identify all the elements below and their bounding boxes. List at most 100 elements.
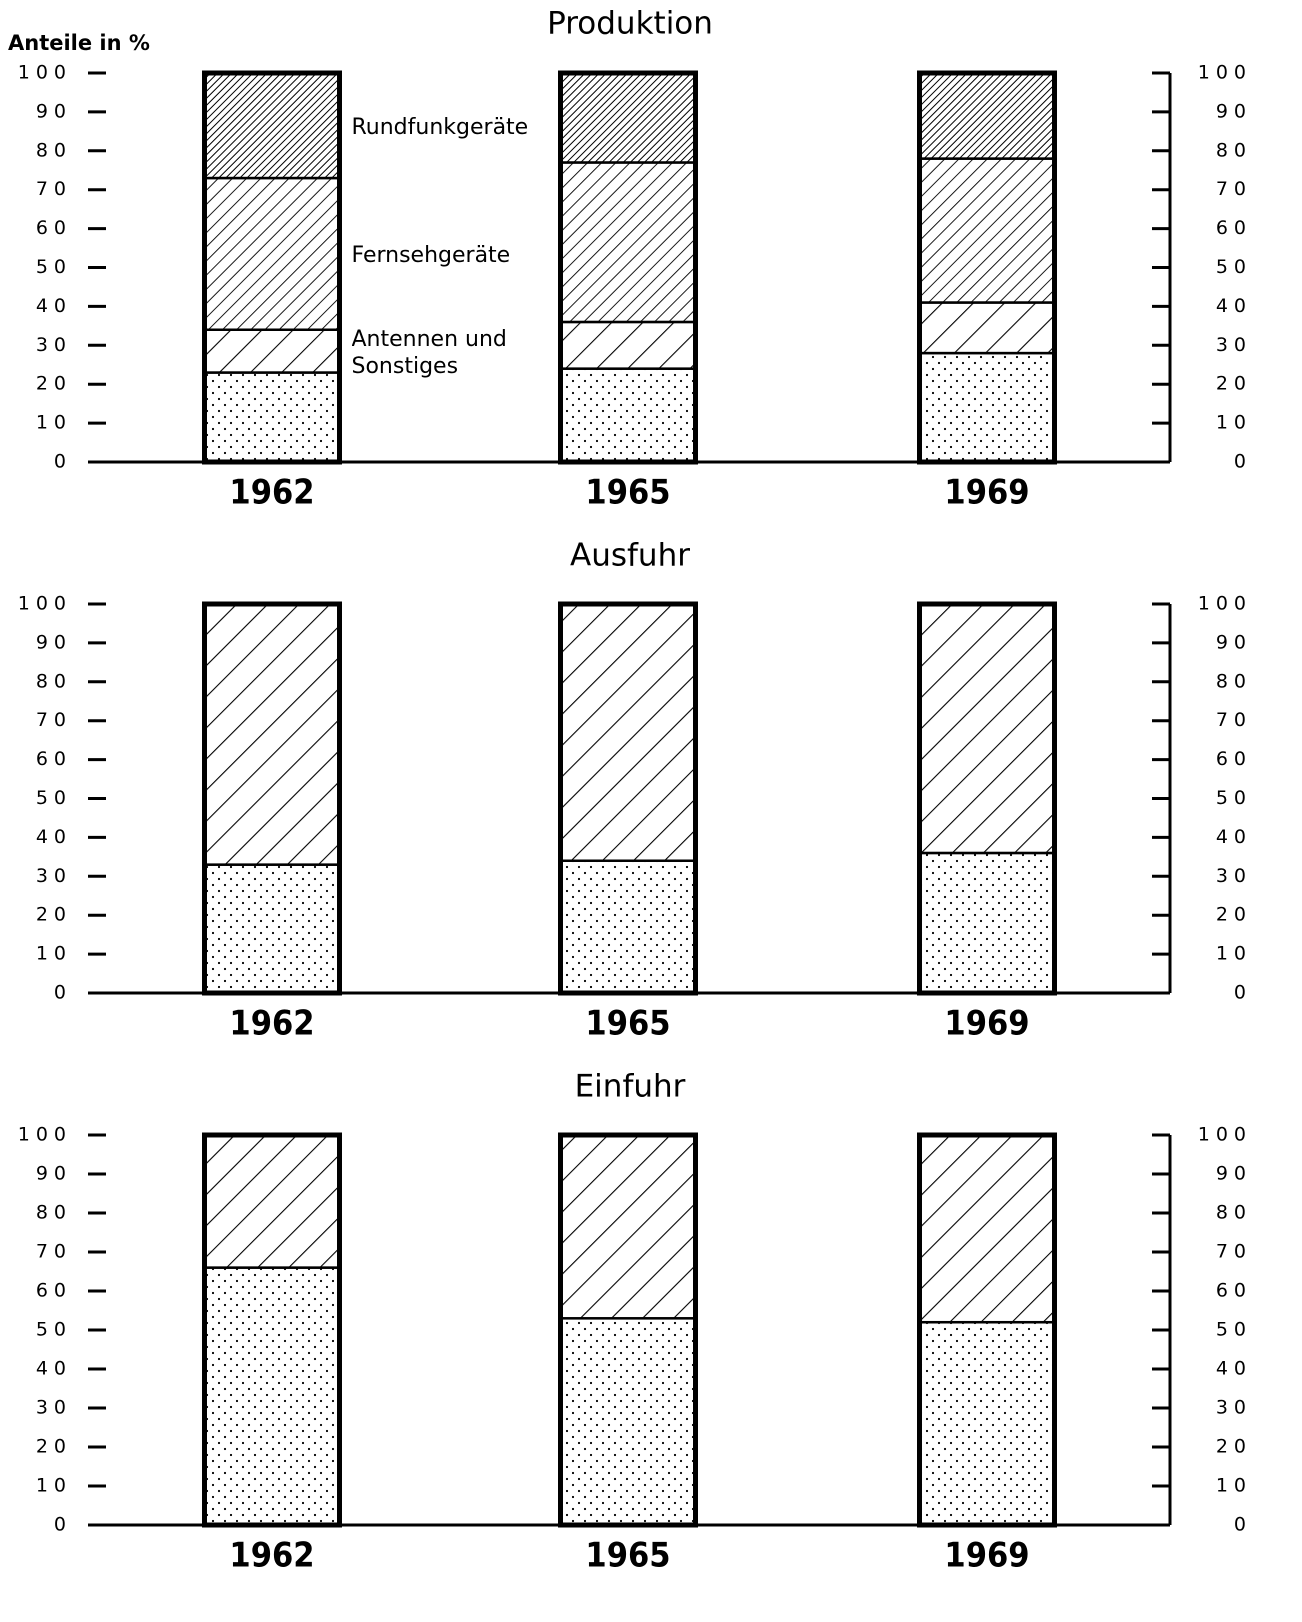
y-tick-label: 90 [36, 631, 72, 653]
y2-tick-label: 10 [1216, 412, 1252, 434]
y2-tick-label: 0 [1234, 982, 1252, 1004]
chart-title: Produktion [547, 6, 713, 42]
y-tick-label: 0 [54, 982, 72, 1004]
x-tick-label: 1965 [585, 1004, 670, 1044]
y2-tick-label: 40 [1216, 826, 1252, 848]
y-tick-label: 100 [18, 593, 72, 615]
y2-tick-label: 50 [1216, 787, 1252, 809]
bar-segment [203, 176, 341, 331]
segment-label-box: Fernsehgeräte [352, 243, 511, 268]
y-tick-label: 60 [36, 217, 72, 239]
bar-segment [918, 1320, 1056, 1527]
bar-segment [559, 1317, 697, 1527]
y2-tick-label: 30 [1216, 865, 1252, 887]
x-tick-label: 1962 [229, 1004, 314, 1044]
segment-label-box: Rundfunkgeräte [351, 115, 529, 140]
segment-label-box: Antennen und Sonstiges [351, 327, 507, 380]
bar-outline [202, 601, 342, 996]
y-tick-label: 20 [36, 904, 72, 926]
bar-segment [559, 367, 697, 464]
bar-outline [558, 70, 698, 465]
y2-tick-label: 10 [1216, 943, 1252, 965]
bar-outline [558, 601, 698, 996]
y-axis-label: Anteile in % [8, 31, 150, 55]
bar-segment [559, 71, 697, 164]
y2-tick-label: 70 [1216, 178, 1252, 200]
y-tick-label: 80 [36, 1202, 72, 1224]
bar-segment [918, 157, 1056, 304]
x-tick-label: 1969 [944, 1536, 1029, 1576]
y-tick-label: 30 [36, 1397, 72, 1419]
y-tick-label: 20 [36, 373, 72, 395]
bar-segment [918, 351, 1056, 464]
bar-segment [203, 602, 341, 866]
x-tick-label: 1969 [944, 1004, 1029, 1044]
y2-tick-label: 70 [1216, 1241, 1252, 1263]
bar-segment [203, 863, 341, 995]
y-tick-label: 10 [36, 412, 72, 434]
y-tick-label: 80 [36, 139, 72, 161]
bar-segment [918, 71, 1056, 160]
segment-label: Antennen und Sonstiges [351, 327, 507, 380]
y2-tick-label: 30 [1216, 1397, 1252, 1419]
y2-tick-label: 100 [1198, 62, 1252, 84]
y2-tick-label: 10 [1216, 1475, 1252, 1497]
y-tick-label: 0 [54, 1514, 72, 1536]
x-tick-label: 1965 [585, 1536, 670, 1576]
y-tick-label: 70 [36, 178, 72, 200]
bar-segment [559, 161, 697, 324]
y-tick-label: 80 [36, 670, 72, 692]
y-tick-label: 70 [36, 709, 72, 731]
y-tick-label: 10 [36, 943, 72, 965]
y-tick-label: 30 [36, 334, 72, 356]
y2-tick-label: 20 [1216, 1436, 1252, 1458]
y-tick-label: 40 [36, 826, 72, 848]
x-tick-label: 1962 [229, 473, 314, 513]
y2-tick-label: 50 [1216, 1319, 1252, 1341]
bar-segment [203, 71, 341, 180]
y2-tick-label: 60 [1216, 217, 1252, 239]
y-tick-label: 70 [36, 1241, 72, 1263]
y2-tick-label: 0 [1234, 1514, 1252, 1536]
y-tick-label: 40 [36, 1358, 72, 1380]
y2-tick-label: 30 [1216, 334, 1252, 356]
bar-segment [203, 1266, 341, 1527]
y-tick-label: 30 [36, 865, 72, 887]
bar-segment [559, 602, 697, 862]
y-tick-label: 50 [36, 256, 72, 278]
y-tick-label: 40 [36, 295, 72, 317]
y-tick-label: 20 [36, 1436, 72, 1458]
bar-segment [559, 1133, 697, 1320]
y2-tick-label: 40 [1216, 1358, 1252, 1380]
y2-tick-label: 0 [1234, 451, 1252, 473]
bar-segment [918, 301, 1056, 355]
y2-tick-label: 40 [1216, 295, 1252, 317]
bar-segment [918, 602, 1056, 855]
y-tick-label: 50 [36, 1319, 72, 1341]
y-tick-label: 0 [54, 451, 72, 473]
y-tick-label: 100 [18, 1124, 72, 1146]
bar-outline [202, 70, 342, 465]
y-tick-label: 50 [36, 787, 72, 809]
y2-tick-label: 100 [1198, 1124, 1252, 1146]
segment-label: Rundfunkgeräte [351, 115, 529, 140]
y2-tick-label: 90 [1216, 100, 1252, 122]
bar-outline [558, 1132, 698, 1528]
y2-tick-label: 20 [1216, 373, 1252, 395]
bar-outline [917, 601, 1057, 996]
y-tick-label: 90 [36, 1163, 72, 1185]
y2-tick-label: 60 [1216, 748, 1252, 770]
y2-tick-label: 80 [1216, 1202, 1252, 1224]
y2-tick-label: 80 [1216, 139, 1252, 161]
y2-tick-label: 60 [1216, 1280, 1252, 1302]
bar-outline [917, 70, 1057, 465]
y2-tick-label: 90 [1216, 631, 1252, 653]
bar-outline [917, 1132, 1057, 1528]
y2-tick-label: 70 [1216, 709, 1252, 731]
x-tick-label: 1962 [229, 1536, 314, 1576]
y2-tick-label: 50 [1216, 256, 1252, 278]
bar-segment [918, 851, 1056, 995]
bar-segment [203, 371, 341, 464]
bar-segment [203, 1133, 341, 1269]
